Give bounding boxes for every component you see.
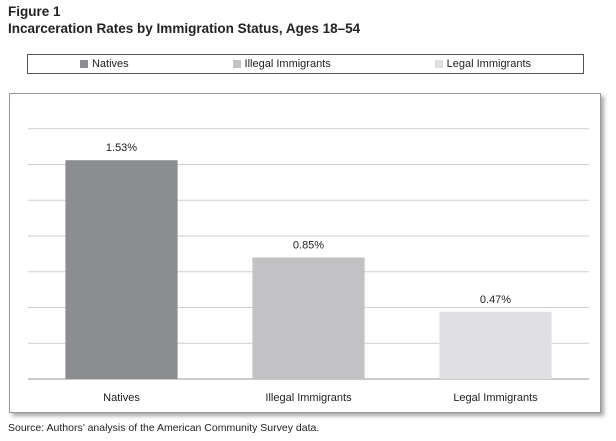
data-label: 1.53% [106, 142, 137, 154]
legend-item-legal-immigrants: Legal Immigrants [434, 58, 532, 70]
chart-legend: Natives Illegal Immigrants Legal Immigra… [27, 54, 584, 74]
x-tick-label: Legal Immigrants [453, 392, 538, 404]
figure-label: Figure 1 [8, 4, 61, 19]
legend-item-natives: Natives [79, 58, 129, 70]
legend-label-illegal-immigrants: Illegal Immigrants [244, 58, 331, 70]
bar-natives [65, 160, 178, 379]
source-note: Source: Authors’ analysis of the America… [8, 422, 320, 434]
legend-swatch-illegal-immigrants [232, 60, 241, 68]
x-tick-label: Natives [103, 392, 140, 404]
bar-legal-immigrants [439, 311, 552, 379]
data-label: 0.47% [480, 294, 511, 306]
chart-title: Incarceration Rates by Immigration Statu… [8, 21, 361, 36]
legend-swatch-legal-immigrants [434, 60, 443, 68]
bar-illegal-immigrants [252, 257, 365, 379]
data-label: 0.85% [293, 239, 324, 251]
legend-label-natives: Natives [91, 58, 129, 70]
legend-item-illegal-immigrants: Illegal Immigrants [232, 58, 331, 70]
legend-label-legal-immigrants: Legal Immigrants [446, 58, 532, 70]
legend-swatch-natives [79, 60, 88, 68]
x-tick-label: Illegal Immigrants [265, 392, 352, 404]
